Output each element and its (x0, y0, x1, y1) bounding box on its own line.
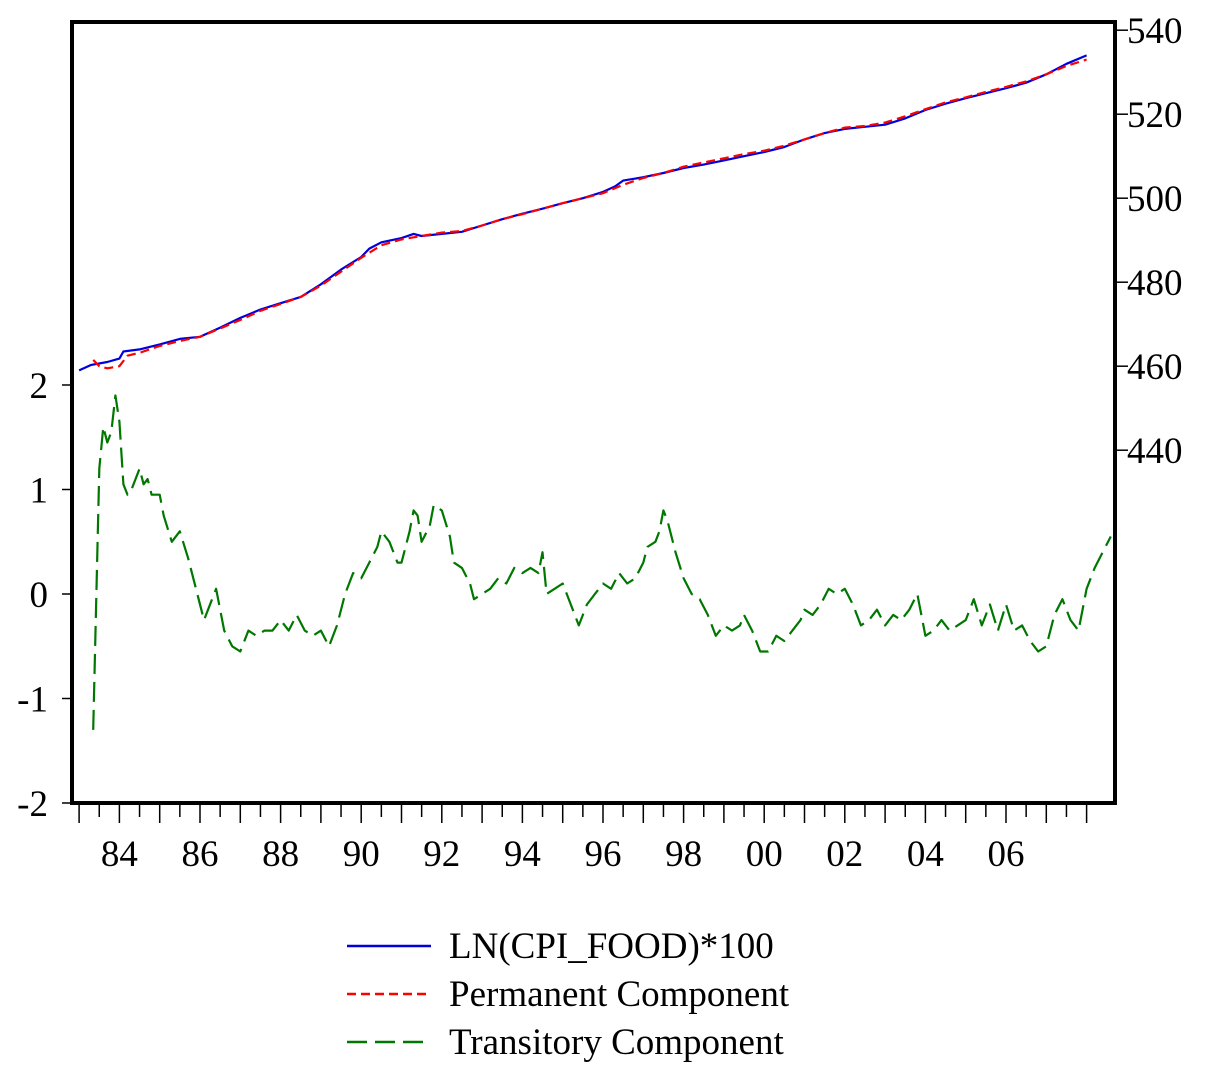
legend: LN(CPI_FOOD)*100 Permanent Component Trans… (347, 926, 790, 1063)
y-right-tick-label: 480 (1127, 263, 1183, 304)
legend-label-1: LN(CPI_FOOD)*100 (449, 926, 774, 967)
series-line-3 (92, 394, 1112, 730)
x-tick-label: 94 (504, 834, 541, 875)
x-tick-label: 86 (182, 834, 219, 875)
x-tick-label: 00 (746, 834, 783, 875)
x-tick-label: 04 (907, 834, 944, 875)
legend-label-2: Permanent Component (449, 974, 790, 1015)
y-right-tick-label: 440 (1127, 431, 1183, 472)
y-left-tick-label: -1 (17, 680, 48, 721)
x-tick-label: 96 (585, 834, 622, 875)
y-left-tick-label: -2 (17, 784, 48, 825)
y-right-tick-label: 460 (1127, 347, 1183, 388)
y-left-tick-label: 0 (30, 575, 49, 616)
y-right-tick-label: 540 (1127, 11, 1183, 52)
x-tick-label: 90 (343, 834, 380, 875)
plot-frame (70, 20, 1117, 805)
y-left-tick-label: 1 (30, 471, 49, 512)
x-tick-label: 84 (101, 834, 138, 875)
y-left-tick-label: 2 (30, 366, 49, 407)
x-tick-label: 06 (988, 834, 1025, 875)
legend-label-3: Transitory Component (449, 1022, 784, 1063)
x-tick-label: 02 (826, 834, 863, 875)
x-tick-label: 98 (665, 834, 702, 875)
y-right-tick-label: 500 (1127, 179, 1183, 220)
series-line-1 (78, 54, 1088, 372)
y-axis-right: 440 460 480 500 520 540 (1115, 11, 1183, 472)
x-axis: 84 86 88 90 92 94 96 98 00 02 04 06 (78, 803, 1088, 875)
y-axis-left: -2 -1 0 1 2 (17, 366, 72, 825)
series-layer (78, 54, 1112, 730)
y-right-tick-label: 520 (1127, 95, 1183, 136)
series-line-2 (92, 58, 1087, 370)
x-tick-label: 88 (262, 834, 299, 875)
x-tick-label: 92 (423, 834, 460, 875)
